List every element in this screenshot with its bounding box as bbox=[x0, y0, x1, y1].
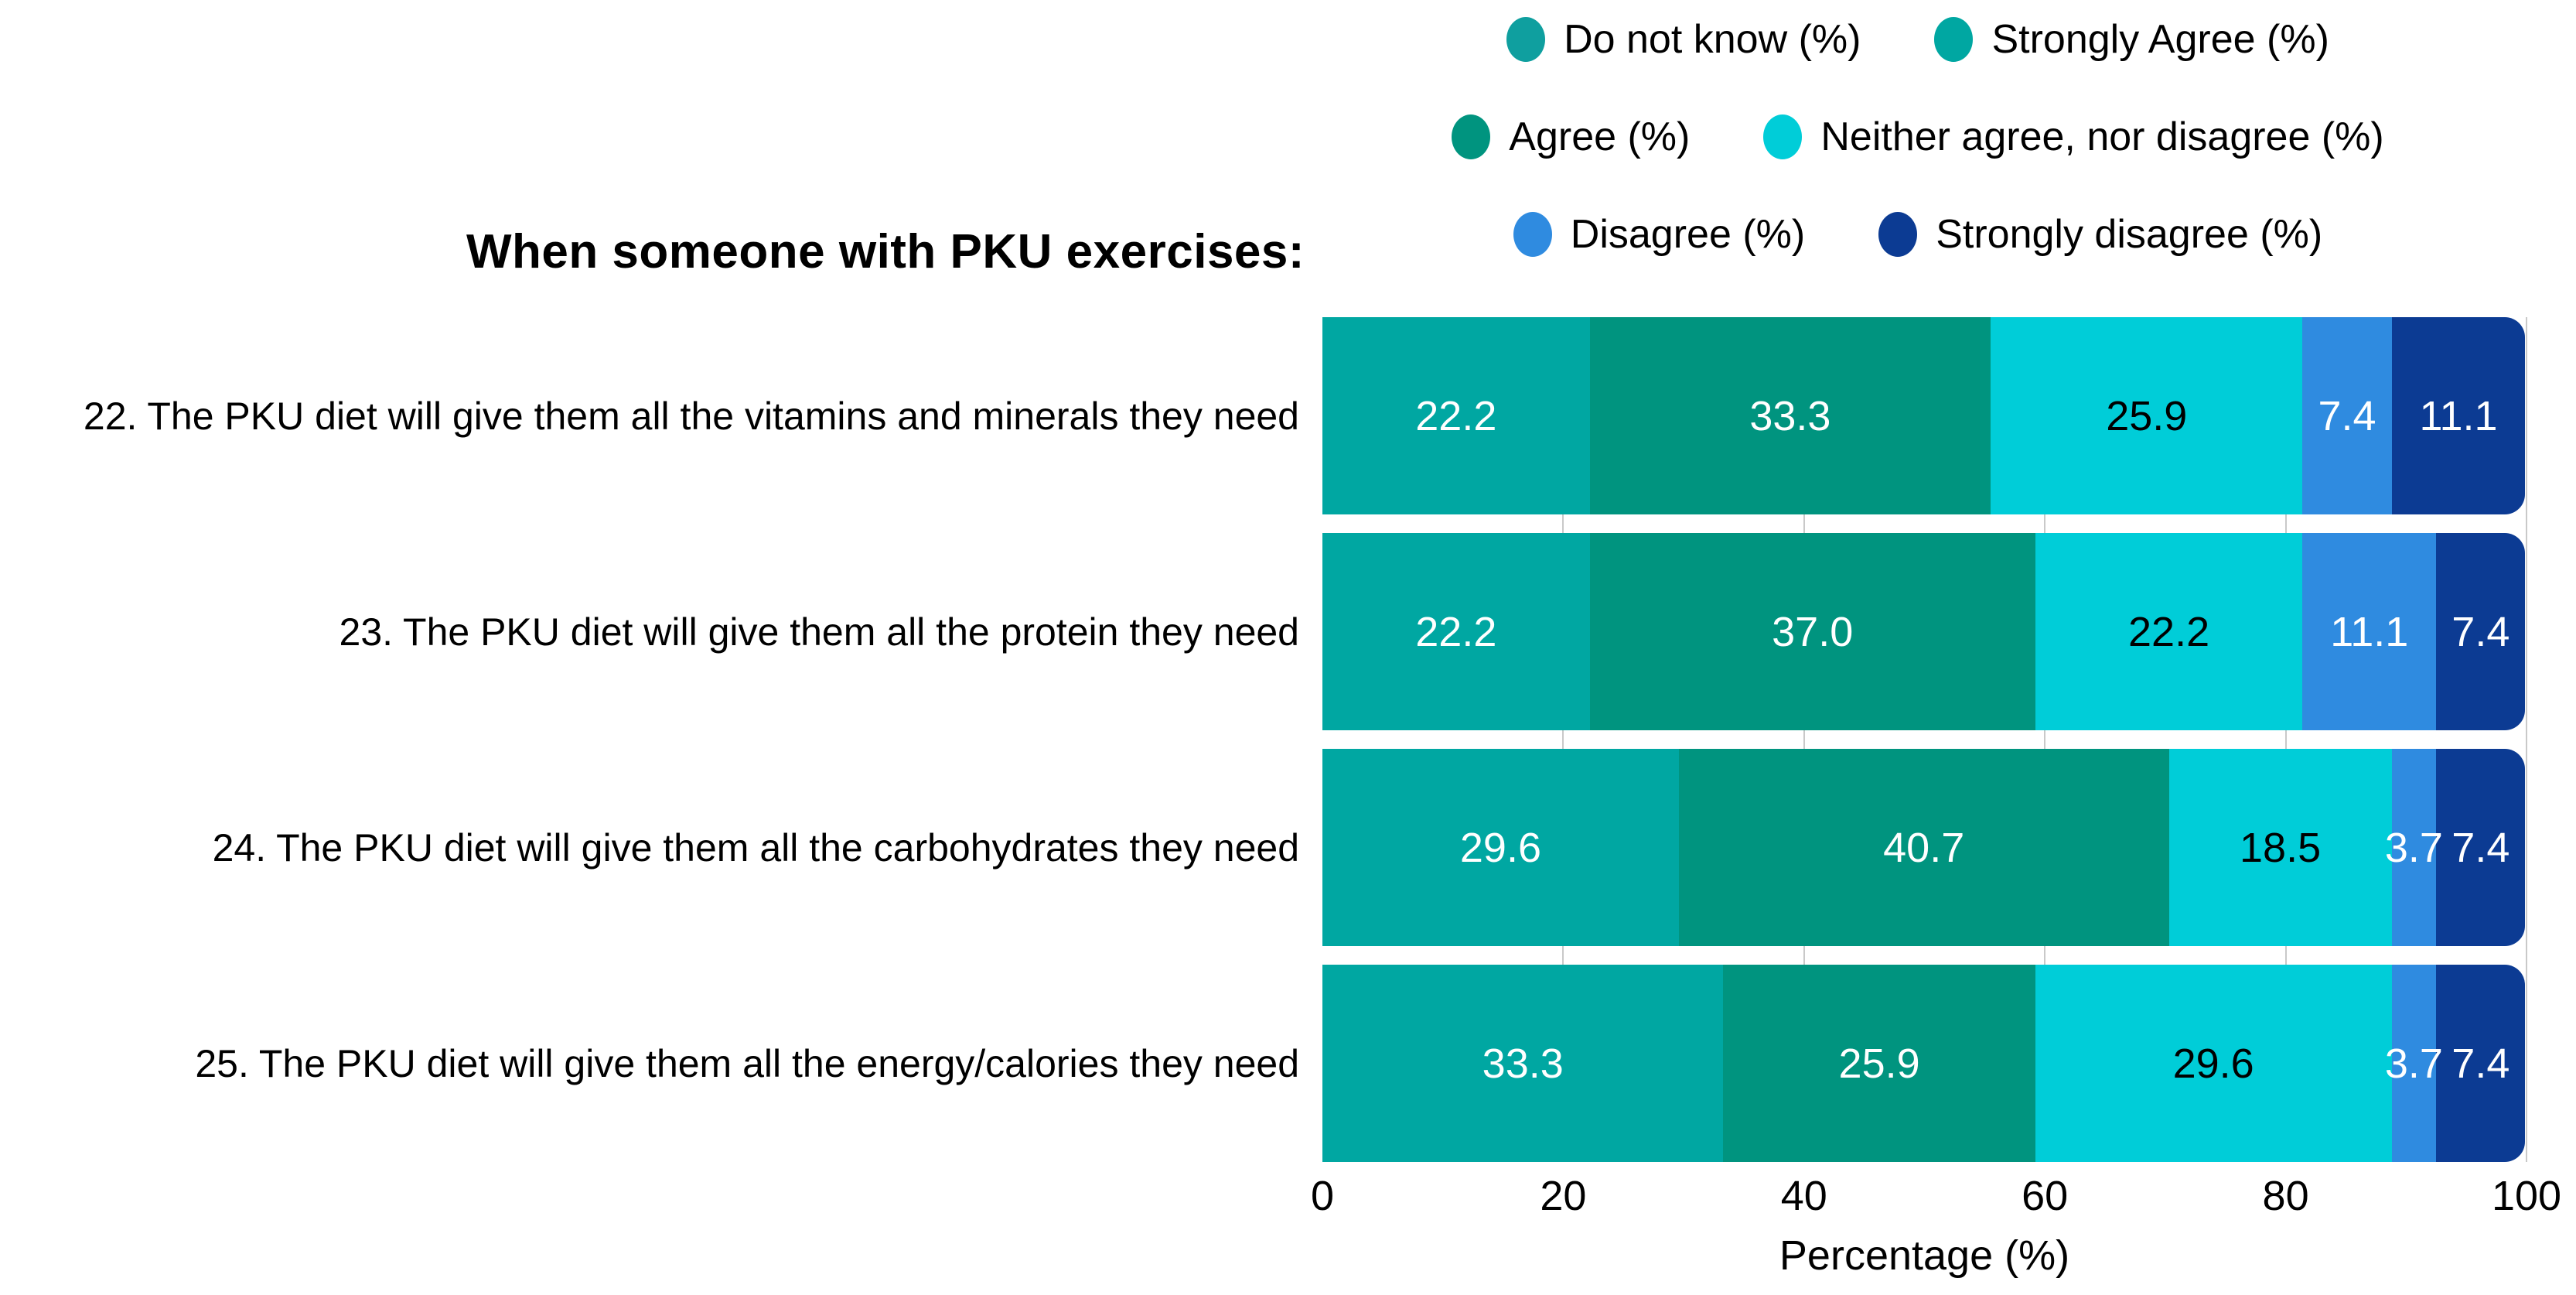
category-label: 22. The PKU diet will give them all the … bbox=[83, 394, 1299, 438]
category-label: 25. The PKU diet will give them all the … bbox=[195, 1041, 1299, 1085]
bar-value-label: 18.5 bbox=[2240, 824, 2322, 871]
legend-item-neither-agree-nor-disagree: Neither agree, nor disagree (%) bbox=[1763, 114, 2384, 160]
bar-segment-strongly-agree: 33.3 bbox=[1322, 965, 1724, 1162]
legend: Do not know (%) Strongly Agree (%) Agree (… bbox=[1284, 0, 2552, 283]
legend-color-dot-icon bbox=[1513, 212, 1552, 257]
bar-value-label: 40.7 bbox=[1883, 824, 1965, 871]
category-label: 23. The PKU diet will give them all the … bbox=[339, 610, 1299, 654]
bar-segment-strongly-agree: 22.2 bbox=[1322, 533, 1590, 730]
plot-area: 22.2 33.3 25.9 7.4 11.1 22.2 37.0 22.2 11.1 7.4 29… bbox=[1322, 317, 2527, 1162]
legend-label: Do not know (%) bbox=[1564, 17, 1861, 62]
bar-value-label: 11.1 bbox=[2419, 392, 2498, 439]
bar-segment-agree: 40.7 bbox=[1678, 749, 2169, 946]
bar-value-label: 7.4 bbox=[2318, 392, 2376, 439]
category-labels: 22. The PKU diet will give them all the … bbox=[0, 317, 1299, 1162]
bar-segment-strongly-disagree: 11.1 bbox=[2391, 317, 2526, 514]
legend-row: Agree (%) Neither agree, nor disagree (%) bbox=[1284, 88, 2552, 186]
bar-value-label: 25.9 bbox=[2106, 392, 2188, 439]
bar-segment-agree: 37.0 bbox=[1589, 533, 2035, 730]
legend-row: Do not know (%) Strongly Agree (%) bbox=[1284, 0, 2552, 88]
bar-value-label: 29.6 bbox=[2172, 1040, 2254, 1087]
legend-color-dot-icon bbox=[1878, 212, 1918, 257]
gridline bbox=[2526, 317, 2527, 1162]
legend-label: Strongly Agree (%) bbox=[1991, 17, 2329, 62]
bar-row: 22.2 37.0 22.2 11.1 7.4 bbox=[1322, 533, 2527, 730]
x-tick-label: 80 bbox=[2262, 1173, 2309, 1219]
bar-row: 33.3 25.9 29.6 3.7 7.4 bbox=[1322, 965, 2527, 1162]
bar-segment-neither-agree-nor-disagree: 25.9 bbox=[1991, 317, 2303, 514]
bar-segment-agree: 33.3 bbox=[1589, 317, 1991, 514]
bar-segment-disagree: 3.7 bbox=[2385, 749, 2443, 946]
bar-value-label: 33.3 bbox=[1482, 1040, 1564, 1087]
x-tick-label: 60 bbox=[2022, 1173, 2069, 1219]
bar-value-label: 37.0 bbox=[1772, 608, 1854, 655]
bar-value-label: 7.4 bbox=[2451, 1040, 2510, 1087]
bar-value-label: 7.4 bbox=[2451, 824, 2510, 871]
bar-value-label: 22.2 bbox=[1415, 392, 1497, 439]
legend-label: Disagree (%) bbox=[1570, 212, 1806, 257]
legend-color-dot-icon bbox=[1763, 114, 1803, 159]
legend-item-strongly-disagree: Strongly disagree (%) bbox=[1878, 211, 2322, 258]
bar-row: 29.6 40.7 18.5 3.7 7.4 bbox=[1322, 749, 2527, 946]
legend-item-agree: Agree (%) bbox=[1452, 114, 1690, 160]
bar-segment-strongly-disagree: 7.4 bbox=[2436, 749, 2526, 946]
legend-color-dot-icon bbox=[1506, 17, 1546, 62]
bar-segment-strongly-disagree: 7.4 bbox=[2436, 965, 2526, 1162]
legend-row: Disagree (%) Strongly disagree (%) bbox=[1284, 186, 2552, 283]
legend-item-strongly-agree: Strongly Agree (%) bbox=[1934, 16, 2329, 63]
bar-value-label: 25.9 bbox=[1838, 1040, 1920, 1087]
x-tick-label: 0 bbox=[1310, 1173, 1335, 1219]
category-label: 24. The PKU diet will give them all the … bbox=[212, 825, 1299, 870]
legend-item-do-not-know: Do not know (%) bbox=[1506, 16, 1861, 63]
x-axis: 0 20 40 60 80 100 bbox=[1311, 1172, 2561, 1226]
gridline bbox=[2044, 317, 2046, 1162]
bar-value-label: 22.2 bbox=[1415, 608, 1497, 655]
bar-segment-strongly-agree: 29.6 bbox=[1322, 749, 1679, 946]
bar-segment-disagree: 3.7 bbox=[2385, 965, 2443, 1162]
legend-label: Neither agree, nor disagree (%) bbox=[1820, 114, 2384, 159]
legend-color-dot-icon bbox=[1452, 114, 1491, 159]
legend-color-dot-icon bbox=[1934, 17, 1974, 62]
legend-item-disagree: Disagree (%) bbox=[1513, 211, 1805, 258]
bar-value-label: 7.4 bbox=[2451, 608, 2510, 655]
x-tick-label: 40 bbox=[1780, 1173, 1827, 1219]
legend-label: Strongly disagree (%) bbox=[1936, 212, 2323, 257]
bar-segment-neither-agree-nor-disagree: 22.2 bbox=[2035, 533, 2303, 730]
bar-segment-strongly-agree: 22.2 bbox=[1322, 317, 1590, 514]
gridline bbox=[1562, 317, 1564, 1162]
bar-value-label: 29.6 bbox=[1459, 824, 1541, 871]
bar-segment-neither-agree-nor-disagree: 18.5 bbox=[2168, 749, 2392, 946]
bar-value-label: 11.1 bbox=[2330, 608, 2409, 655]
legend-label: Agree (%) bbox=[1509, 114, 1691, 159]
bar-value-label: 22.2 bbox=[2128, 608, 2210, 655]
bar-value-label: 3.7 bbox=[2384, 1040, 2443, 1087]
bar-segment-neither-agree-nor-disagree: 29.6 bbox=[2035, 965, 2392, 1162]
bar-segment-agree: 25.9 bbox=[1723, 965, 2035, 1162]
bar-value-label: 3.7 bbox=[2384, 824, 2443, 871]
bar-segment-disagree: 11.1 bbox=[2302, 533, 2437, 730]
bar-segment-strongly-disagree: 7.4 bbox=[2436, 533, 2526, 730]
x-tick-label: 100 bbox=[2491, 1173, 2562, 1219]
bar-row: 22.2 33.3 25.9 7.4 11.1 bbox=[1322, 317, 2527, 514]
x-axis-label: Percentage (%) bbox=[1779, 1232, 2070, 1279]
gridline bbox=[1803, 317, 1805, 1162]
chart-title: When someone with PKU exercises: bbox=[466, 225, 1305, 278]
bar-segment-disagree: 7.4 bbox=[2302, 317, 2392, 514]
x-tick-label: 20 bbox=[1540, 1173, 1587, 1219]
gridline bbox=[2284, 317, 2287, 1162]
bar-value-label: 33.3 bbox=[1749, 392, 1831, 439]
